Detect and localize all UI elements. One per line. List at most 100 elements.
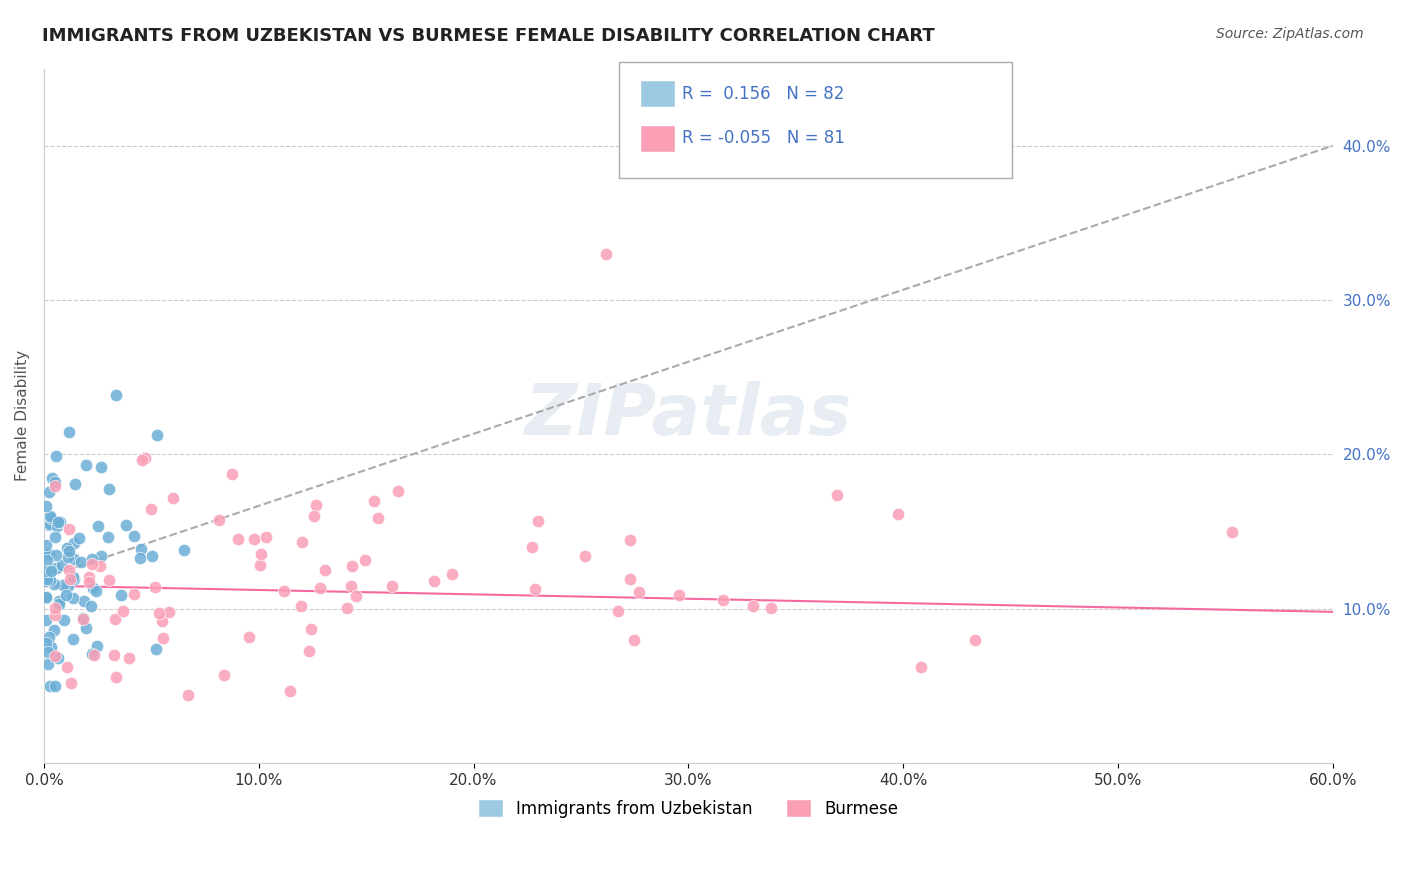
- Point: [314, 563, 336, 577]
- Point: [44, 475, 66, 489]
- Point: [742, 599, 765, 613]
- Point: [35, 548, 58, 562]
- Point: [668, 588, 690, 602]
- Point: [299, 622, 322, 636]
- Point: [291, 535, 314, 549]
- Point: [128, 550, 150, 565]
- Point: [177, 688, 200, 702]
- Point: [37, 645, 59, 659]
- Point: [1222, 525, 1244, 540]
- Point: [35, 613, 58, 627]
- Point: [367, 511, 389, 525]
- Point: [90, 460, 112, 475]
- Point: [80, 552, 103, 566]
- Point: [115, 517, 138, 532]
- Point: [45, 560, 67, 574]
- Text: R =  0.156   N = 82: R = 0.156 N = 82: [682, 85, 844, 103]
- Point: [72, 611, 94, 625]
- Point: [759, 601, 782, 615]
- Point: [173, 543, 195, 558]
- Point: [55, 660, 77, 674]
- Point: [278, 684, 301, 698]
- Point: [72, 594, 94, 608]
- Point: [37, 553, 59, 567]
- Point: [89, 558, 111, 573]
- Point: [619, 533, 641, 547]
- Point: [45, 519, 67, 533]
- Point: [104, 612, 127, 626]
- Point: [441, 566, 464, 581]
- Point: [298, 644, 321, 658]
- Point: [118, 651, 141, 665]
- Point: [148, 607, 170, 621]
- Point: [63, 572, 86, 586]
- Point: [290, 599, 312, 614]
- Point: [145, 642, 167, 657]
- Point: [62, 632, 84, 647]
- Point: [39, 511, 62, 525]
- Point: [44, 601, 66, 615]
- Point: [82, 581, 104, 595]
- Point: [35, 572, 58, 586]
- Point: [59, 572, 82, 586]
- Point: [143, 580, 166, 594]
- Point: [134, 450, 156, 465]
- Point: [45, 450, 67, 464]
- Point: [595, 246, 617, 260]
- Point: [44, 607, 66, 622]
- Point: [105, 388, 128, 402]
- Point: [112, 604, 135, 618]
- Point: [302, 508, 325, 523]
- Point: [336, 600, 359, 615]
- Point: [221, 467, 243, 481]
- Point: [39, 508, 62, 523]
- Point: [39, 564, 62, 578]
- Point: [910, 660, 932, 674]
- Point: [363, 493, 385, 508]
- Point: [39, 679, 62, 693]
- Point: [39, 517, 62, 532]
- Point: [62, 536, 84, 550]
- Point: [67, 531, 90, 545]
- Point: [623, 632, 645, 647]
- Point: [72, 612, 94, 626]
- Point: [86, 639, 108, 653]
- Point: [62, 570, 84, 584]
- Text: R = -0.055   N = 81: R = -0.055 N = 81: [682, 129, 845, 147]
- Point: [273, 583, 295, 598]
- Point: [129, 541, 152, 556]
- Point: [75, 621, 97, 635]
- Point: [387, 483, 409, 498]
- Point: [208, 512, 231, 526]
- Point: [63, 552, 86, 566]
- Point: [70, 555, 93, 569]
- Point: [38, 630, 60, 644]
- Point: [305, 498, 328, 512]
- Point: [309, 582, 332, 596]
- Point: [80, 558, 103, 572]
- Point: [344, 589, 367, 603]
- Point: [48, 516, 70, 530]
- Point: [48, 594, 70, 608]
- Point: [157, 606, 180, 620]
- Point: [124, 529, 146, 543]
- Point: [80, 599, 103, 614]
- Point: [122, 587, 145, 601]
- Point: [79, 570, 101, 584]
- Point: [38, 518, 60, 533]
- Text: IMMIGRANTS FROM UZBEKISTAN VS BURMESE FEMALE DISABILITY CORRELATION CHART: IMMIGRANTS FROM UZBEKISTAN VS BURMESE FE…: [42, 27, 935, 45]
- Point: [37, 657, 59, 671]
- Point: [45, 548, 67, 562]
- Point: [423, 574, 446, 589]
- Point: [527, 514, 550, 528]
- Point: [35, 500, 58, 514]
- Point: [90, 549, 112, 563]
- Point: [523, 582, 546, 596]
- Point: [77, 574, 100, 589]
- Point: [574, 549, 596, 563]
- Point: [48, 597, 70, 611]
- Point: [87, 518, 110, 533]
- Point: [354, 553, 377, 567]
- Point: [35, 564, 58, 578]
- Point: [97, 530, 120, 544]
